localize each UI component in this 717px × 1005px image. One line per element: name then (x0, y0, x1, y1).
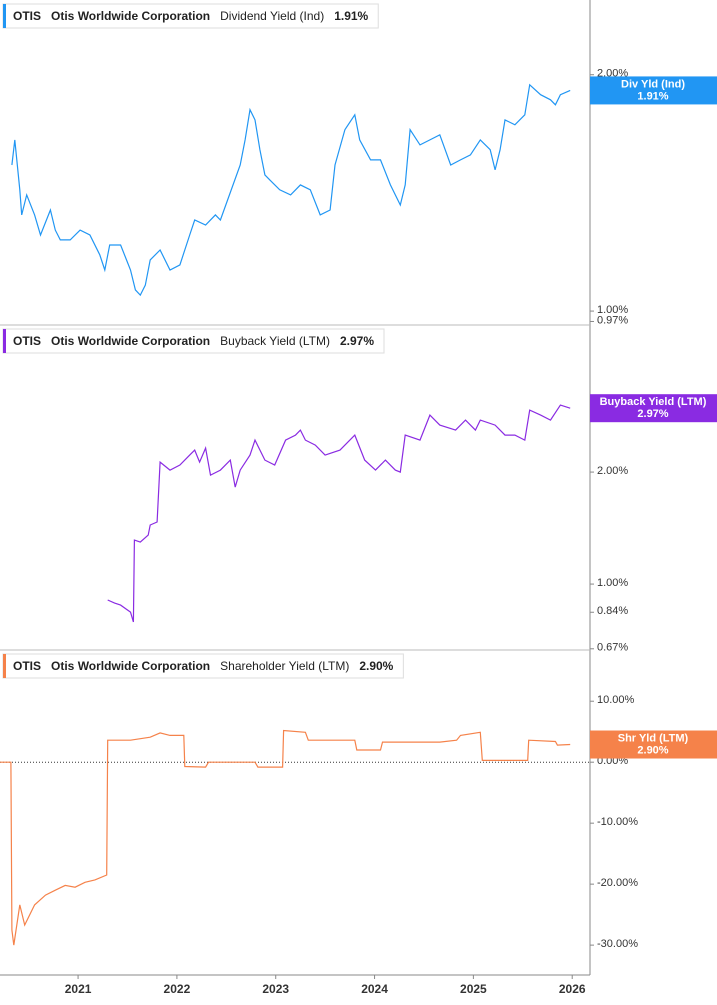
last-value-box (590, 394, 717, 423)
header-company: Otis Worldwide Corporation (51, 334, 210, 348)
y-tick-label: -30.00% (597, 938, 638, 950)
y-tick-label: 2.00% (597, 465, 628, 477)
x-tick-label: 2023 (262, 982, 289, 996)
x-tick-label: 2021 (65, 982, 92, 996)
last-value-label: 2.97% (637, 408, 668, 420)
y-tick-label: -10.00% (597, 816, 638, 828)
header-metric: Buyback Yield (LTM) (220, 334, 330, 348)
x-tick-label: 2022 (164, 982, 191, 996)
header-value: 2.90% (359, 659, 393, 673)
y-tick-label: 0.97% (597, 314, 628, 326)
header-ticker: OTIS (13, 334, 41, 348)
header-company: Otis Worldwide Corporation (51, 659, 210, 673)
header-metric: Dividend Yield (Ind) (220, 9, 324, 23)
panel-header: OTIS Otis Worldwide Corporation Buyback Yi… (2, 328, 385, 354)
header-company: Otis Worldwide Corporation (51, 9, 210, 23)
header-accent (3, 4, 6, 28)
header-accent (3, 329, 6, 353)
last-value-label: 2.90% (637, 744, 668, 756)
series-line (11, 83, 571, 297)
y-tick-label: 1.00% (597, 304, 628, 316)
y-tick-label: 1.00% (597, 577, 628, 589)
x-tick-label: 2024 (361, 982, 388, 996)
header-box (2, 653, 404, 679)
last-value-label: 1.91% (637, 90, 668, 102)
last-value-box (590, 76, 717, 105)
last-value-box (590, 730, 717, 759)
header-value: 2.97% (340, 334, 374, 348)
series-line (0, 729, 571, 946)
last-value-name: Div Yld (Ind) (621, 78, 685, 90)
header-accent (3, 654, 6, 678)
y-tick-label: 0.67% (597, 642, 628, 654)
x-tick-label: 2026 (559, 982, 586, 996)
x-tick-label: 2025 (460, 982, 487, 996)
header-ticker: OTIS (13, 9, 41, 23)
y-tick-label: 0.84% (597, 605, 628, 617)
header-box (2, 328, 385, 354)
last-value-name: Shr Yld (LTM) (618, 732, 689, 744)
panel-header: OTIS Otis Worldwide Corporation Dividend Y… (2, 3, 379, 29)
panel-header: OTIS Otis Worldwide Corporation Shareholde… (2, 653, 404, 679)
series-line (107, 404, 571, 623)
y-tick-label: -20.00% (597, 877, 638, 889)
header-metric: Shareholder Yield (LTM) (220, 659, 349, 673)
header-ticker: OTIS (13, 659, 41, 673)
last-value-name: Buyback Yield (LTM) (600, 396, 707, 408)
y-tick-label: 10.00% (597, 694, 635, 706)
header-value: 1.91% (334, 9, 368, 23)
